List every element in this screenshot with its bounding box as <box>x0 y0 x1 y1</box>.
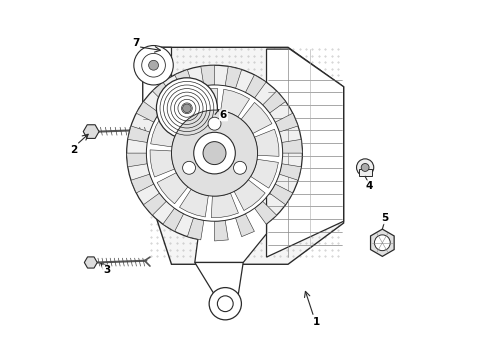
Polygon shape <box>282 139 302 153</box>
Polygon shape <box>164 96 195 126</box>
Circle shape <box>361 163 369 171</box>
Polygon shape <box>234 180 265 211</box>
Polygon shape <box>215 220 228 241</box>
Text: 7: 7 <box>132 38 139 48</box>
Polygon shape <box>136 102 159 122</box>
Polygon shape <box>225 66 242 88</box>
Polygon shape <box>255 201 277 224</box>
Text: 2: 2 <box>70 144 77 154</box>
Circle shape <box>374 235 390 251</box>
Text: 6: 6 <box>220 111 227 121</box>
Polygon shape <box>143 47 343 264</box>
Circle shape <box>148 60 158 70</box>
Circle shape <box>218 296 233 312</box>
Polygon shape <box>131 174 154 193</box>
Text: 4: 4 <box>366 181 373 191</box>
Polygon shape <box>236 214 254 237</box>
Circle shape <box>209 288 242 320</box>
Polygon shape <box>150 150 174 177</box>
Polygon shape <box>191 89 218 113</box>
Polygon shape <box>211 193 239 217</box>
FancyBboxPatch shape <box>359 168 371 176</box>
Circle shape <box>194 132 235 174</box>
Polygon shape <box>263 91 286 113</box>
Text: 5: 5 <box>382 213 389 223</box>
Circle shape <box>147 85 283 221</box>
Polygon shape <box>245 75 266 98</box>
Circle shape <box>134 45 173 85</box>
Polygon shape <box>241 103 272 134</box>
Polygon shape <box>195 173 267 262</box>
Polygon shape <box>251 159 278 188</box>
Polygon shape <box>128 126 150 143</box>
Polygon shape <box>270 184 293 205</box>
Polygon shape <box>126 153 147 167</box>
Polygon shape <box>187 218 204 240</box>
Polygon shape <box>275 113 298 132</box>
Polygon shape <box>143 47 172 176</box>
Circle shape <box>357 159 374 176</box>
Polygon shape <box>179 189 208 217</box>
Circle shape <box>203 141 226 165</box>
Circle shape <box>126 65 302 241</box>
Circle shape <box>208 117 221 130</box>
Polygon shape <box>254 129 279 156</box>
Circle shape <box>183 161 196 174</box>
Text: 1: 1 <box>313 317 320 327</box>
Circle shape <box>142 53 166 77</box>
Polygon shape <box>152 82 174 105</box>
Polygon shape <box>195 262 243 309</box>
Polygon shape <box>174 69 194 93</box>
Circle shape <box>156 78 218 139</box>
Polygon shape <box>220 89 249 117</box>
Polygon shape <box>267 49 343 257</box>
Polygon shape <box>144 193 166 215</box>
Polygon shape <box>163 208 184 231</box>
Circle shape <box>234 161 246 174</box>
Circle shape <box>183 104 191 113</box>
Polygon shape <box>157 173 188 204</box>
Polygon shape <box>279 164 301 180</box>
Text: 3: 3 <box>103 265 110 275</box>
Polygon shape <box>201 65 215 86</box>
Polygon shape <box>150 118 178 147</box>
Circle shape <box>172 110 258 196</box>
